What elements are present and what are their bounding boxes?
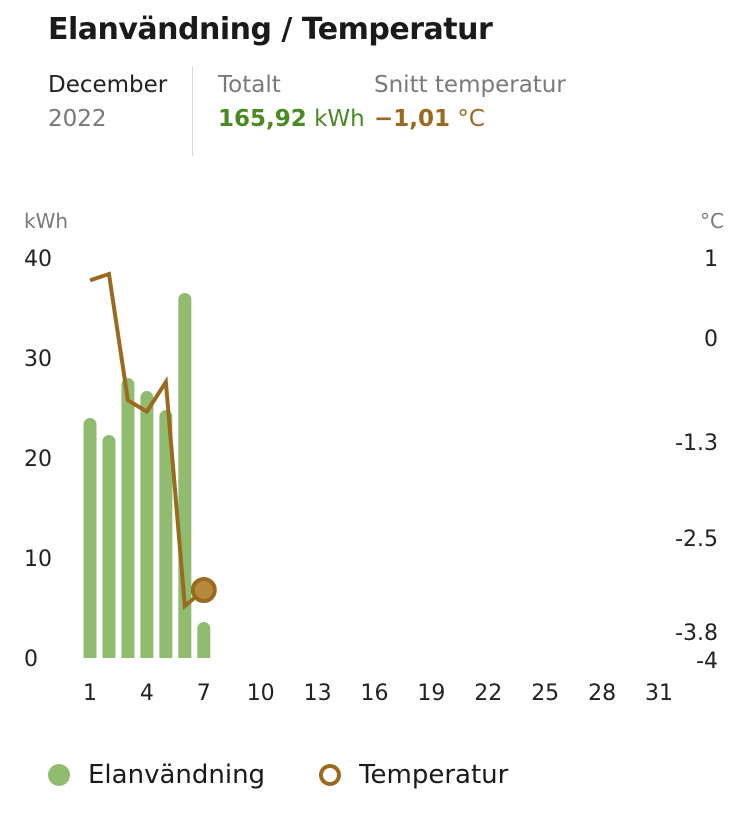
y-axis-label-left: kWh — [24, 209, 68, 233]
total-label: Totalt — [218, 72, 281, 98]
x-tick-label: 4 — [140, 681, 154, 706]
temperature-value: −1,01 — [374, 106, 451, 132]
x-tick-label: 28 — [588, 681, 616, 706]
y-right-tick-label: -1.3 — [675, 431, 718, 456]
temperature-label: Snitt temperatur — [374, 72, 566, 98]
consumption-bar — [159, 410, 173, 658]
temperature-last-point — [190, 577, 217, 603]
header-divider — [192, 66, 193, 156]
page-title: Elanvändning / Temperatur — [48, 12, 493, 47]
x-tick-label: 16 — [361, 681, 389, 706]
period-year: 2022 — [48, 106, 107, 132]
x-tick-label: 1 — [83, 681, 97, 706]
x-tick-label: 31 — [645, 681, 673, 706]
chart-legend: Elanvändning Temperatur — [48, 760, 562, 790]
total-unit: kWh — [314, 106, 365, 132]
y-right-tick-label: 0 — [704, 327, 718, 352]
y-left-tick-label: 30 — [24, 347, 52, 372]
period: December 2022 — [48, 68, 167, 136]
y-axis-label-right: °C — [700, 209, 724, 233]
y-right-tick-label: -4 — [696, 649, 718, 674]
temperature-stat: Snitt temperatur −1,01 °C — [374, 68, 566, 136]
y-left-tick-label: 20 — [24, 447, 52, 472]
consumption-bar — [140, 391, 154, 658]
consumption-bar — [83, 418, 97, 658]
temperature-unit: °C — [457, 106, 485, 132]
y-left-tick-label: 0 — [24, 647, 38, 672]
y-right-tick-label: -3.8 — [675, 621, 718, 646]
x-tick-label: 13 — [304, 681, 332, 706]
legend-item-temperature[interactable]: Temperatur — [319, 760, 508, 790]
legend-label-consumption: Elanvändning — [88, 760, 266, 790]
legend-item-consumption[interactable]: Elanvändning — [48, 760, 265, 790]
x-tick-label: 25 — [531, 681, 559, 706]
consumption-bar — [121, 378, 135, 658]
legend-line-swatch — [319, 764, 342, 786]
consumption-bar — [197, 622, 211, 658]
total-stat: Totalt 165,92 kWh — [218, 68, 365, 136]
y-left-tick-label: 10 — [24, 547, 52, 572]
x-tick-label: 22 — [474, 681, 502, 706]
x-tick-label: 7 — [197, 681, 211, 706]
temperature-line — [89, 271, 206, 611]
legend-bar-swatch — [48, 764, 70, 786]
y-right-tick-label: -2.5 — [675, 527, 718, 552]
consumption-bar — [102, 435, 116, 658]
total-value: 165,92 — [218, 106, 307, 132]
x-tick-label: 19 — [417, 681, 445, 706]
x-tick-label: 10 — [247, 681, 275, 706]
y-left-tick-label: 40 — [24, 247, 52, 272]
y-right-tick-label: 1 — [704, 247, 718, 272]
period-month: December — [48, 72, 168, 98]
legend-label-temperature: Temperatur — [359, 760, 509, 790]
